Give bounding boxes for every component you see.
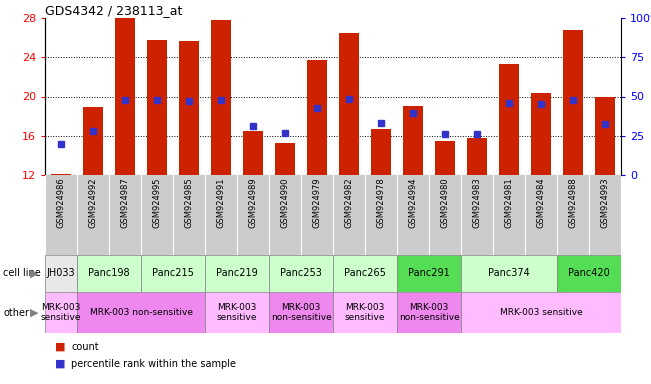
Bar bbox=[269, 292, 333, 333]
Text: Panc253: Panc253 bbox=[280, 268, 322, 278]
Text: Panc291: Panc291 bbox=[408, 268, 450, 278]
Bar bbox=[269, 255, 333, 292]
Text: GSM924979: GSM924979 bbox=[312, 177, 322, 228]
Text: Panc215: Panc215 bbox=[152, 268, 194, 278]
Bar bbox=[77, 255, 141, 292]
Bar bbox=[397, 255, 461, 292]
Text: GSM924992: GSM924992 bbox=[89, 177, 98, 228]
Text: Panc265: Panc265 bbox=[344, 268, 386, 278]
Bar bbox=[461, 292, 621, 333]
Text: GSM924982: GSM924982 bbox=[344, 177, 353, 228]
Bar bbox=[397, 292, 461, 333]
Text: ▶: ▶ bbox=[30, 308, 38, 318]
Text: GSM924989: GSM924989 bbox=[249, 177, 258, 228]
Text: other: other bbox=[3, 308, 29, 318]
Text: Panc374: Panc374 bbox=[488, 268, 530, 278]
Bar bbox=[45, 292, 77, 333]
Bar bbox=[596, 96, 615, 175]
Text: MRK-003 non-sensitive: MRK-003 non-sensitive bbox=[89, 308, 193, 317]
Text: MRK-003
sensitive: MRK-003 sensitive bbox=[217, 303, 257, 322]
Text: GSM924986: GSM924986 bbox=[57, 177, 66, 228]
Bar bbox=[557, 255, 621, 292]
Bar bbox=[243, 131, 262, 175]
Text: Panc420: Panc420 bbox=[568, 268, 610, 278]
Bar bbox=[333, 292, 397, 333]
Text: JH033: JH033 bbox=[47, 268, 76, 278]
Bar bbox=[77, 292, 205, 333]
Text: ▶: ▶ bbox=[30, 268, 38, 278]
Bar bbox=[147, 40, 167, 175]
Text: Panc219: Panc219 bbox=[216, 268, 258, 278]
Bar bbox=[372, 129, 391, 175]
Text: ■: ■ bbox=[55, 359, 65, 369]
Bar bbox=[51, 174, 70, 175]
Text: GSM924983: GSM924983 bbox=[473, 177, 482, 228]
Text: MRK-003 sensitive: MRK-003 sensitive bbox=[499, 308, 583, 317]
Bar bbox=[180, 41, 199, 175]
Bar bbox=[436, 141, 454, 175]
Text: GSM924985: GSM924985 bbox=[184, 177, 193, 228]
Text: count: count bbox=[71, 342, 99, 352]
Text: MRK-003
sensitive: MRK-003 sensitive bbox=[41, 303, 81, 322]
Bar bbox=[333, 255, 397, 292]
Text: GSM924978: GSM924978 bbox=[376, 177, 385, 228]
Bar bbox=[339, 33, 359, 175]
Bar bbox=[499, 64, 519, 175]
Text: GSM924993: GSM924993 bbox=[600, 177, 609, 228]
Bar bbox=[115, 18, 135, 175]
Bar bbox=[141, 255, 205, 292]
Text: Panc198: Panc198 bbox=[88, 268, 130, 278]
Text: GSM924994: GSM924994 bbox=[408, 177, 417, 228]
Bar bbox=[83, 107, 103, 175]
Text: MRK-003
sensitive: MRK-003 sensitive bbox=[345, 303, 385, 322]
Bar bbox=[307, 60, 327, 175]
Text: percentile rank within the sample: percentile rank within the sample bbox=[71, 359, 236, 369]
Text: GSM924991: GSM924991 bbox=[217, 177, 225, 228]
Text: GDS4342 / 238113_at: GDS4342 / 238113_at bbox=[45, 4, 182, 17]
Text: GSM924981: GSM924981 bbox=[505, 177, 514, 228]
Text: GSM924987: GSM924987 bbox=[120, 177, 130, 228]
Bar bbox=[212, 20, 230, 175]
Text: GSM924995: GSM924995 bbox=[152, 177, 161, 228]
Text: MRK-003
non-sensitive: MRK-003 non-sensitive bbox=[398, 303, 460, 322]
Bar bbox=[205, 255, 269, 292]
Bar bbox=[563, 30, 583, 175]
Bar bbox=[461, 255, 557, 292]
Text: MRK-003
non-sensitive: MRK-003 non-sensitive bbox=[271, 303, 331, 322]
Bar bbox=[205, 292, 269, 333]
Text: GSM924980: GSM924980 bbox=[441, 177, 449, 228]
Bar bbox=[404, 106, 422, 175]
Bar bbox=[531, 93, 551, 175]
Text: GSM924988: GSM924988 bbox=[568, 177, 577, 228]
Text: GSM924984: GSM924984 bbox=[536, 177, 546, 228]
Bar bbox=[275, 142, 295, 175]
Text: GSM924990: GSM924990 bbox=[281, 177, 290, 228]
Bar bbox=[467, 138, 486, 175]
Bar bbox=[45, 255, 77, 292]
Text: ■: ■ bbox=[55, 342, 65, 352]
Text: cell line: cell line bbox=[3, 268, 41, 278]
